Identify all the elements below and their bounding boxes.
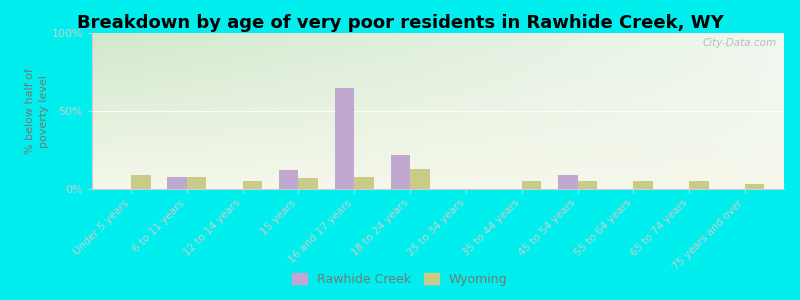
Bar bbox=[689, 181, 709, 189]
Bar bbox=[279, 170, 298, 189]
Bar bbox=[745, 184, 765, 189]
Bar bbox=[522, 181, 542, 189]
Bar bbox=[558, 175, 578, 189]
Bar bbox=[167, 176, 187, 189]
Text: Breakdown by age of very poor residents in Rawhide Creek, WY: Breakdown by age of very poor residents … bbox=[77, 14, 723, 32]
Legend: Rawhide Creek, Wyoming: Rawhide Creek, Wyoming bbox=[287, 268, 513, 291]
Bar bbox=[410, 169, 430, 189]
Bar bbox=[578, 181, 597, 189]
Bar bbox=[131, 175, 150, 189]
Bar bbox=[354, 176, 374, 189]
Bar bbox=[634, 181, 653, 189]
Bar bbox=[334, 88, 354, 189]
Text: City-Data.com: City-Data.com bbox=[703, 38, 777, 48]
Bar bbox=[187, 176, 206, 189]
Bar bbox=[390, 155, 410, 189]
Bar bbox=[242, 181, 262, 189]
Y-axis label: % below half of
poverty level: % below half of poverty level bbox=[26, 68, 49, 154]
Bar bbox=[298, 178, 318, 189]
